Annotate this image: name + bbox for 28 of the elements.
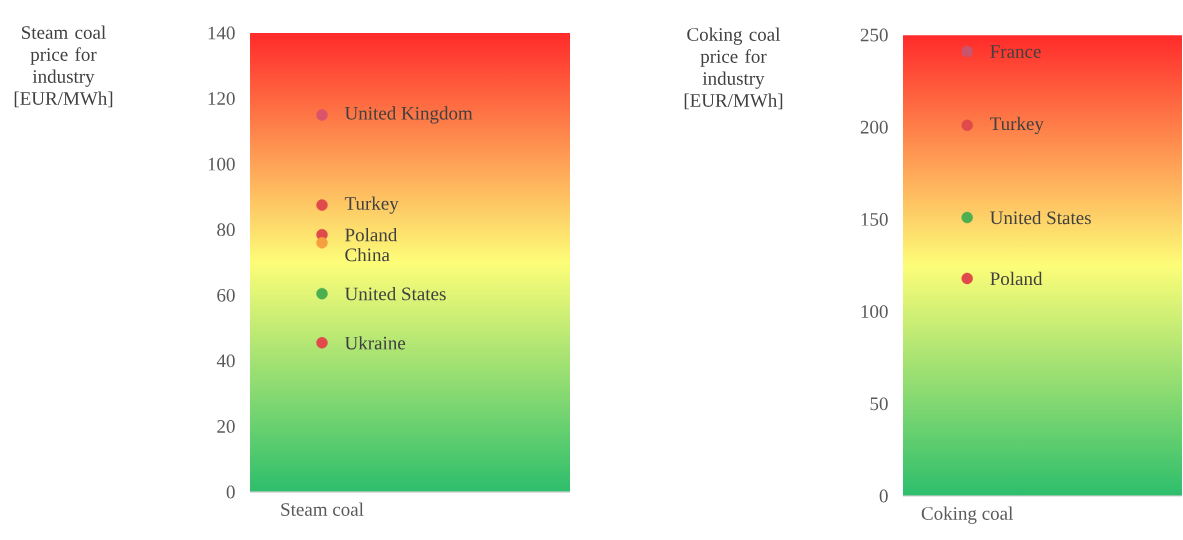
y-tick-label: 0 — [879, 489, 888, 503]
y-tick-label: 120 — [208, 92, 235, 105]
series-label: Ukraine — [344, 336, 406, 350]
y-tick-label: 50 — [870, 397, 888, 411]
series-label: Turkey — [990, 116, 1044, 134]
y-tick-label: 250 — [860, 28, 888, 42]
series-label: Poland — [990, 271, 1043, 286]
y-tick-label: 140 — [208, 26, 235, 40]
y-tick-label: 100 — [208, 157, 235, 171]
x-tick-label: Coking coal — [921, 506, 1013, 524]
series-label: United Kingdom — [344, 106, 473, 124]
y-tick-label: 150 — [861, 213, 888, 226]
series-label: China — [345, 247, 390, 262]
y-tick-label: 100 — [861, 305, 888, 319]
series-label: Poland — [345, 227, 398, 242]
series-label: United States — [990, 210, 1091, 225]
series-label: France — [990, 45, 1041, 58]
y-tick-label: 60 — [217, 288, 235, 302]
x-tick-label: Steam coal — [281, 502, 364, 516]
y-tick-label: 40 — [216, 354, 235, 368]
y-tick-label: 0 — [226, 485, 235, 499]
series-label: United States — [344, 286, 446, 301]
series-label: Turkey — [344, 196, 399, 214]
y-axis-title: Coking coal price for industry [EUR/MWh] — [684, 27, 783, 110]
y-axis-title: Steam coal price for industry [EUR/MWh] — [14, 25, 113, 108]
y-tick-label: 80 — [217, 223, 235, 237]
y-tick-label: 200 — [860, 120, 888, 134]
y-tick-label: 20 — [217, 420, 235, 433]
